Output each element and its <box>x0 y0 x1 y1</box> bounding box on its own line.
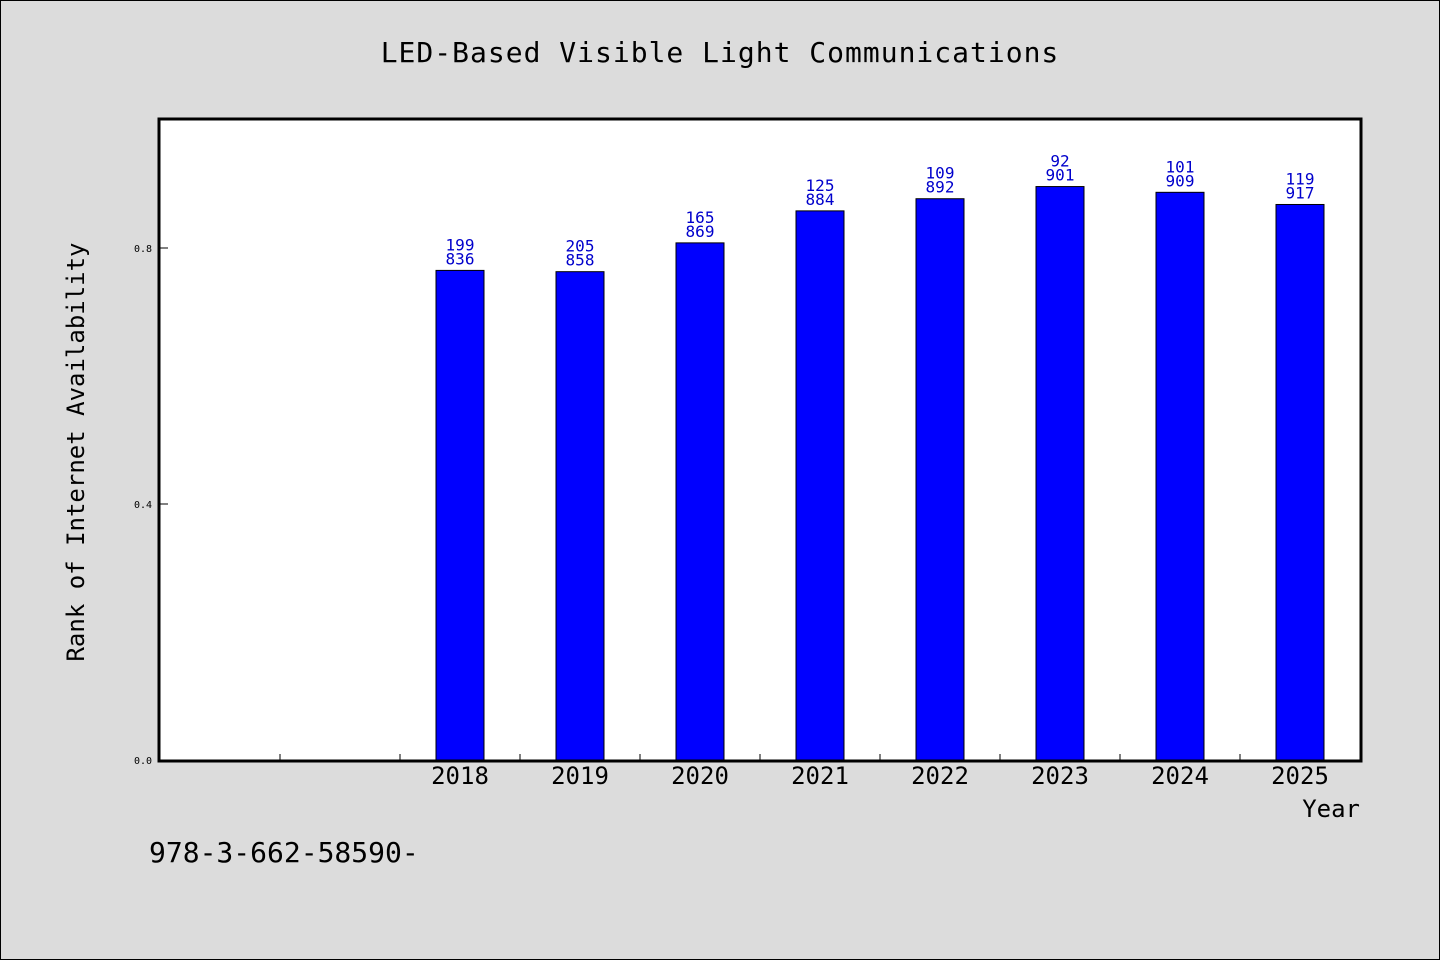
bar-2022 <box>915 198 965 761</box>
bar-2023 <box>1035 186 1085 761</box>
y-tick-label: 0.0 <box>134 756 152 767</box>
bar-2025 <box>1275 203 1325 761</box>
x-tick-label-2019: 2019 <box>551 762 609 790</box>
data-label-bottom-2025: 917 <box>1286 183 1315 202</box>
x-axis-ticks: 2018 2019 2020 2021 2022 2023 2024 2025 <box>279 754 1329 790</box>
x-tick-label-2018: 2018 <box>431 762 489 790</box>
data-label-bottom-2022: 892 <box>926 178 955 197</box>
bar-2019 <box>555 271 605 761</box>
data-label-bottom-2023: 901 <box>1046 166 1075 185</box>
data-label-bottom-2019: 858 <box>566 251 595 270</box>
x-axis-label: Year <box>1302 795 1360 823</box>
data-label-top-2019: 205 <box>566 237 595 256</box>
data-label-top-2020: 165 <box>686 208 715 227</box>
y-tick-label: 0.4 <box>134 500 152 511</box>
bar-2024 <box>1155 191 1205 761</box>
x-tick-label-2025: 2025 <box>1271 762 1329 790</box>
x-tick-label-2024: 2024 <box>1151 762 1209 790</box>
x-tick-label-2022: 2022 <box>911 762 969 790</box>
bar-2020 <box>675 242 725 761</box>
x-tick-label-2021: 2021 <box>791 762 849 790</box>
data-label-top-2025: 119 <box>1286 169 1315 188</box>
data-label-top-2018: 199 <box>446 235 475 254</box>
data-label-bottom-2020: 869 <box>686 222 715 241</box>
y-axis-label: Rank of Internet Availability <box>62 242 90 661</box>
footer-text: 978-3-662-58590- <box>149 836 419 869</box>
data-label-bottom-2021: 884 <box>806 190 835 209</box>
x-tick-label-2020: 2020 <box>671 762 729 790</box>
chart-title: LED-Based Visible Light Communications <box>381 36 1060 69</box>
x-tick-label-2023: 2023 <box>1031 762 1089 790</box>
bars-layer <box>435 186 1325 761</box>
bar-2018 <box>435 269 485 761</box>
data-label-top-2023: 92 <box>1050 152 1069 171</box>
data-label-bottom-2018: 836 <box>446 249 475 268</box>
y-tick-label: 0.8 <box>134 244 152 255</box>
bar-2021 <box>795 210 845 761</box>
data-label-bottom-2024: 909 <box>1166 171 1195 190</box>
data-label-top-2021: 125 <box>806 176 835 195</box>
data-label-top-2024: 101 <box>1166 157 1195 176</box>
y-axis-ticks: 0.0 0.4 0.8 <box>134 244 168 767</box>
data-label-top-2022: 109 <box>926 164 955 183</box>
